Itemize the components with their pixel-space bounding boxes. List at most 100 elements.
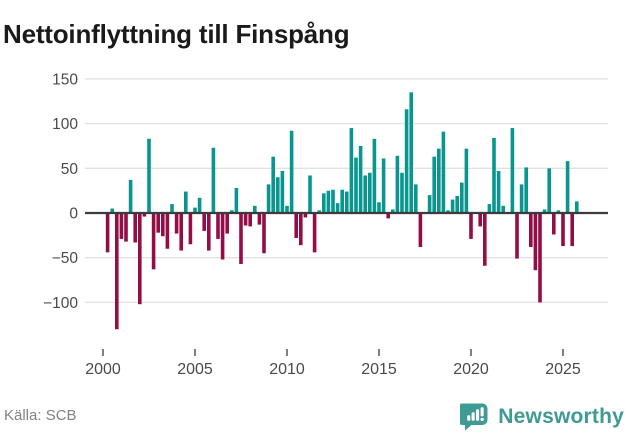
bar-2017-Q4 bbox=[427, 195, 432, 213]
bar-2010-Q1 bbox=[285, 205, 289, 213]
bar-2009-Q1 bbox=[266, 184, 271, 213]
bar-2020-Q3 bbox=[478, 213, 482, 227]
bar-2023-Q2 bbox=[529, 213, 533, 247]
bar-2024-Q1 bbox=[542, 209, 547, 213]
bar-2004-Q1 bbox=[174, 213, 179, 234]
newsworthy-bubble-icon bbox=[460, 403, 488, 431]
bar-2006-Q4 bbox=[225, 213, 229, 234]
bar-2013-Q4 bbox=[354, 157, 358, 213]
bar-2002-Q3 bbox=[147, 138, 151, 213]
source-attribution: Källa: SCB bbox=[4, 407, 77, 424]
bar-2010-Q3 bbox=[294, 213, 298, 239]
bar-2015-Q4 bbox=[391, 209, 395, 213]
bar-2001-Q3 bbox=[128, 179, 133, 213]
bar-2007-Q4 bbox=[243, 213, 248, 226]
bar-2015-Q3 bbox=[386, 213, 390, 219]
bar-2017-Q2 bbox=[418, 213, 423, 247]
bar-2022-Q3 bbox=[515, 213, 519, 259]
bar-2010-Q4 bbox=[299, 213, 303, 246]
y-tick-label-0: 0 bbox=[69, 206, 78, 223]
bar-2013-Q1 bbox=[340, 189, 344, 213]
bar-2006-Q1 bbox=[211, 147, 216, 213]
bar-glyph-tall bbox=[476, 409, 480, 421]
bar-2022-Q4 bbox=[519, 184, 524, 213]
bar-2000-Q4 bbox=[115, 213, 119, 330]
bar-2004-Q4 bbox=[188, 213, 193, 245]
bar-2005-Q3 bbox=[202, 213, 206, 231]
bar-2021-Q2 bbox=[492, 137, 496, 213]
newsworthy-logo: Newsworthy bbox=[460, 401, 624, 432]
bar-2008-Q4 bbox=[262, 213, 266, 254]
bar-2003-Q2 bbox=[161, 213, 165, 237]
bar-2022-Q2 bbox=[510, 128, 515, 213]
bar-2018-Q2 bbox=[437, 148, 441, 213]
bar-2008-Q1 bbox=[248, 213, 252, 227]
bar-2020-Q1 bbox=[469, 213, 473, 239]
bar-2014-Q4 bbox=[372, 138, 377, 213]
bar-2001-Q2 bbox=[124, 213, 128, 242]
bar-2019-Q1 bbox=[450, 199, 455, 213]
bar-2004-Q2 bbox=[179, 213, 183, 251]
bar-2007-Q3 bbox=[239, 213, 243, 264]
y-tick-label--50: −50 bbox=[52, 250, 79, 267]
bar-2003-Q1 bbox=[156, 213, 160, 233]
bar-2006-Q3 bbox=[220, 213, 225, 260]
bar-2002-Q2 bbox=[142, 213, 147, 217]
bar-2023-Q4 bbox=[538, 213, 542, 303]
bar-2002-Q4 bbox=[151, 213, 156, 270]
bar-2019-Q4 bbox=[464, 148, 469, 213]
bar-2000-Q2 bbox=[105, 213, 110, 253]
bar-2011-Q1 bbox=[303, 213, 308, 218]
bar-chart-canvas: 150 100 50 0 −50 −100 2000 2005 2010 2015 2020 2025 bbox=[43, 71, 608, 378]
bar-2008-Q2 bbox=[253, 205, 257, 213]
bar-2011-Q4 bbox=[317, 210, 321, 213]
bar-2012-Q4 bbox=[335, 203, 340, 213]
bar-2016-Q3 bbox=[404, 109, 409, 213]
bar-2009-Q4 bbox=[280, 170, 285, 213]
bar-2007-Q2 bbox=[234, 187, 239, 213]
bar-2025-Q3 bbox=[570, 213, 574, 247]
bar-2021-Q4 bbox=[501, 205, 505, 213]
bar-2023-Q1 bbox=[524, 167, 528, 213]
bar-2017-Q1 bbox=[414, 184, 418, 213]
bar-2020-Q4 bbox=[483, 213, 487, 266]
bar-2007-Q1 bbox=[230, 210, 234, 213]
x-tick-label-2025: 2025 bbox=[545, 361, 581, 378]
x-tick-label-2005: 2005 bbox=[177, 361, 213, 378]
bar-2005-Q1 bbox=[193, 207, 197, 213]
chart-title: Nettoinflyttning till Finspång bbox=[3, 19, 350, 50]
bar-2016-Q2 bbox=[400, 172, 404, 213]
bar-2016-Q1 bbox=[395, 155, 400, 213]
bar-chart-svg: 150 100 50 0 −50 −100 2000 2005 2010 2015 2020 2025 bbox=[43, 71, 608, 378]
x-tick-label-2020: 2020 bbox=[453, 361, 489, 378]
bar-2000-Q3 bbox=[110, 208, 114, 213]
bar-2009-Q3 bbox=[276, 177, 280, 213]
bar-2025-Q1 bbox=[561, 213, 565, 247]
y-tick-label-150: 150 bbox=[52, 71, 78, 88]
bar-2014-Q2 bbox=[363, 175, 367, 213]
bar-2016-Q4 bbox=[409, 92, 413, 213]
bar-2010-Q2 bbox=[289, 130, 294, 213]
y-tick-label--100: −100 bbox=[43, 295, 78, 312]
bar-2018-Q1 bbox=[432, 156, 436, 213]
bar-2015-Q2 bbox=[381, 158, 386, 213]
bar-glyph-short bbox=[467, 415, 471, 421]
bar-2013-Q3 bbox=[349, 128, 354, 213]
bar-2024-Q2 bbox=[547, 168, 551, 213]
bar-2006-Q2 bbox=[216, 213, 220, 239]
bar-2005-Q4 bbox=[207, 213, 211, 251]
bar-2024-Q4 bbox=[556, 210, 561, 213]
bar-2009-Q2 bbox=[271, 156, 275, 213]
bar-2008-Q3 bbox=[257, 213, 262, 225]
x-tick-label-2015: 2015 bbox=[361, 361, 397, 378]
bar-2001-Q1 bbox=[119, 213, 124, 239]
bar-2011-Q3 bbox=[312, 213, 317, 253]
bar-2023-Q3 bbox=[533, 213, 538, 271]
bar-glyph-medium bbox=[471, 412, 475, 421]
bar-2021-Q3 bbox=[496, 170, 501, 213]
x-tick-label-2000: 2000 bbox=[85, 361, 121, 378]
bar-2003-Q4 bbox=[170, 204, 174, 213]
bar-2002-Q1 bbox=[138, 213, 142, 305]
bar-2013-Q2 bbox=[345, 191, 349, 213]
